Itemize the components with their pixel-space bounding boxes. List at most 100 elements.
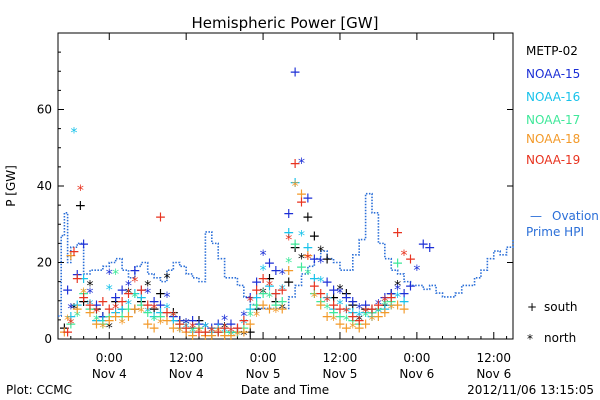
data-point: + [328,298,340,314]
data-point: + [206,321,218,337]
data-point: + [366,301,378,317]
data-point: + [251,290,263,306]
data-point: + [283,225,295,241]
data-point: * [336,282,343,298]
data-point: * [394,282,401,298]
data-point: + [187,321,199,337]
data-point: + [321,309,333,325]
data-point: * [240,309,247,325]
data-point: + [308,286,320,302]
data-point: + [308,271,320,287]
data-point: + [174,317,186,333]
data-point: + [200,324,212,340]
data-point: * [394,278,401,294]
data-point: + [360,298,372,314]
data-point: * [215,324,222,340]
data-point: + [257,286,269,302]
data-point: + [244,290,256,306]
data-point: * [74,309,81,325]
data-point: + [161,305,173,321]
data-point: + [353,321,365,337]
data-point: + [360,301,372,317]
data-point: + [347,313,359,329]
data-point: + [91,298,103,314]
data-point: + [78,286,90,302]
data-point: + [315,294,327,310]
data-point: + [385,286,397,302]
data-point: * [202,321,209,337]
data-point: + [123,301,135,317]
data-point: + [200,328,212,344]
data-point: * [195,324,202,340]
data-point: * [87,298,94,314]
data-point: + [232,324,244,340]
data-point: * [106,282,113,298]
data-point: + [78,236,90,252]
data-point: + [302,190,314,206]
x-axis-label: Date and Time [241,383,329,397]
data-point: + [251,298,263,314]
data-point: + [135,282,147,298]
data-point: * [112,301,119,317]
data-point: + [103,313,115,329]
data-point: + [276,282,288,298]
data-point: + [84,305,96,321]
data-point: * [240,328,247,344]
data-point: + [276,294,288,310]
data-point: * [202,321,209,337]
data-point: + [103,309,115,325]
data-point: + [270,298,282,314]
x-tick-time-label: 12:00 [169,351,204,365]
data-point: + [180,321,192,337]
data-point: * [93,305,100,321]
data-point: * [298,229,305,245]
data-point: + [232,321,244,337]
data-point: * [234,328,241,344]
data-point: + [148,294,160,310]
data-point: * [183,317,190,333]
data-point: + [398,286,410,302]
data-point: * [112,267,119,283]
data-point: + [270,294,282,310]
data-point: + [174,317,186,333]
data-point: + [283,263,295,279]
data-point: + [212,324,224,340]
data-point: + [180,324,192,340]
data-point: + [244,317,256,333]
data-point: * [343,305,350,321]
data-point: + [161,305,173,321]
data-point: + [341,301,353,317]
data-point: + [251,282,263,298]
data-point: * [285,233,292,249]
data-point: * [202,321,209,337]
data-point: + [65,317,77,333]
data-point: + [116,301,128,317]
data-point: * [228,324,235,340]
data-point: + [212,324,224,340]
ovation-prime-hpi-line [58,192,514,317]
data-point: * [304,267,311,283]
data-point: * [157,317,164,333]
data-point: + [379,298,391,314]
data-point: + [347,309,359,325]
data-point: * [221,324,228,340]
data-point: + [366,305,378,321]
data-point: * [183,321,190,337]
data-point: + [321,275,333,291]
data-point: + [405,278,417,294]
data-point: + [167,313,179,329]
data-point: + [296,194,308,210]
data-point: + [296,187,308,203]
data-point: + [398,294,410,310]
data-point: * [176,324,183,340]
data-point: * [317,256,324,272]
data-point: * [285,256,292,272]
data-point: + [276,301,288,317]
data-point: + [283,206,295,222]
data-point: + [148,309,160,325]
data-point: * [362,305,369,321]
data-point: * [144,278,151,294]
data-point: * [144,305,151,321]
data-point: + [264,301,276,317]
